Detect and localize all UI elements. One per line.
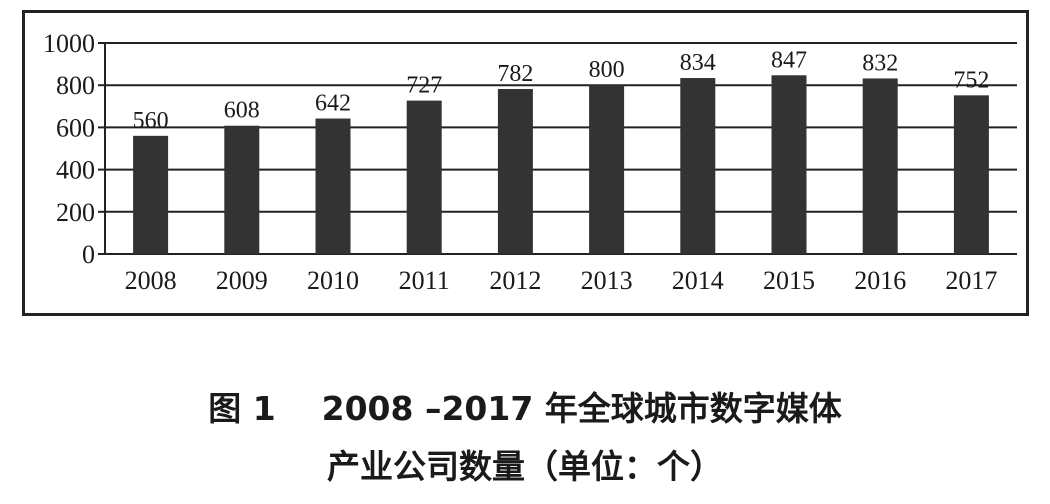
bar-2012	[497, 88, 533, 254]
data-label-2009: 608	[224, 98, 260, 124]
y-tick-label: 400	[56, 156, 95, 185]
y-tick-label: 0	[82, 240, 95, 269]
bar-2017	[953, 95, 989, 254]
y-tick-label: 800	[56, 71, 95, 100]
x-tick-label-2015: 2015	[763, 266, 815, 295]
x-tick-label-2011: 2011	[399, 266, 450, 295]
data-label-2014: 834	[680, 50, 716, 76]
chart-frame: 0 200 400 600 800 1000 560 2008 608 2009 642 2010 7…	[22, 10, 1029, 316]
x-tick-label-2013: 2013	[581, 266, 633, 295]
bars	[133, 75, 989, 255]
y-tick-label: 200	[56, 198, 95, 227]
figure-caption-line-1: 图 1 2008 –2017 年全球城市数字媒体	[208, 389, 842, 428]
bar-2008	[133, 135, 169, 254]
data-label-2016: 832	[862, 50, 898, 76]
x-tick-label-2016: 2016	[854, 266, 906, 295]
bar-2010	[315, 118, 351, 255]
bar-2015	[771, 75, 807, 254]
bar-2011	[406, 100, 442, 254]
data-label-2013: 800	[589, 57, 625, 83]
x-tick-label-2008: 2008	[125, 266, 177, 295]
data-label-2011: 727	[406, 73, 442, 99]
axes: 0 200 400 600 800 1000	[43, 29, 106, 269]
x-tick-label-2009: 2009	[216, 266, 268, 295]
x-tick-label-2010: 2010	[307, 266, 359, 295]
bar-2016	[862, 78, 898, 254]
bar-2014	[680, 78, 716, 254]
bar-chart: 0 200 400 600 800 1000 560 2008 608 2009 642 2010 7…	[43, 29, 1017, 295]
bar-2013	[589, 85, 625, 254]
data-label-2010: 642	[315, 91, 351, 117]
data-label-2015: 847	[771, 47, 807, 73]
data-labels: 560 2008 608 2009 642 2010 727 2011 782 2012 800 20…	[125, 47, 998, 295]
y-tick-label: 600	[56, 113, 95, 142]
x-tick-label-2017: 2017	[945, 266, 997, 295]
y-tick-label: 1000	[43, 29, 95, 58]
figure-caption-line-2: 产业公司数量（单位：个）	[327, 447, 723, 486]
data-label-2017: 752	[953, 67, 989, 93]
data-label-2008: 560	[133, 108, 169, 134]
data-label-2012: 782	[497, 61, 533, 87]
x-tick-label-2012: 2012	[489, 266, 541, 295]
bar-2009	[224, 125, 260, 254]
x-tick-label-2014: 2014	[672, 266, 724, 295]
